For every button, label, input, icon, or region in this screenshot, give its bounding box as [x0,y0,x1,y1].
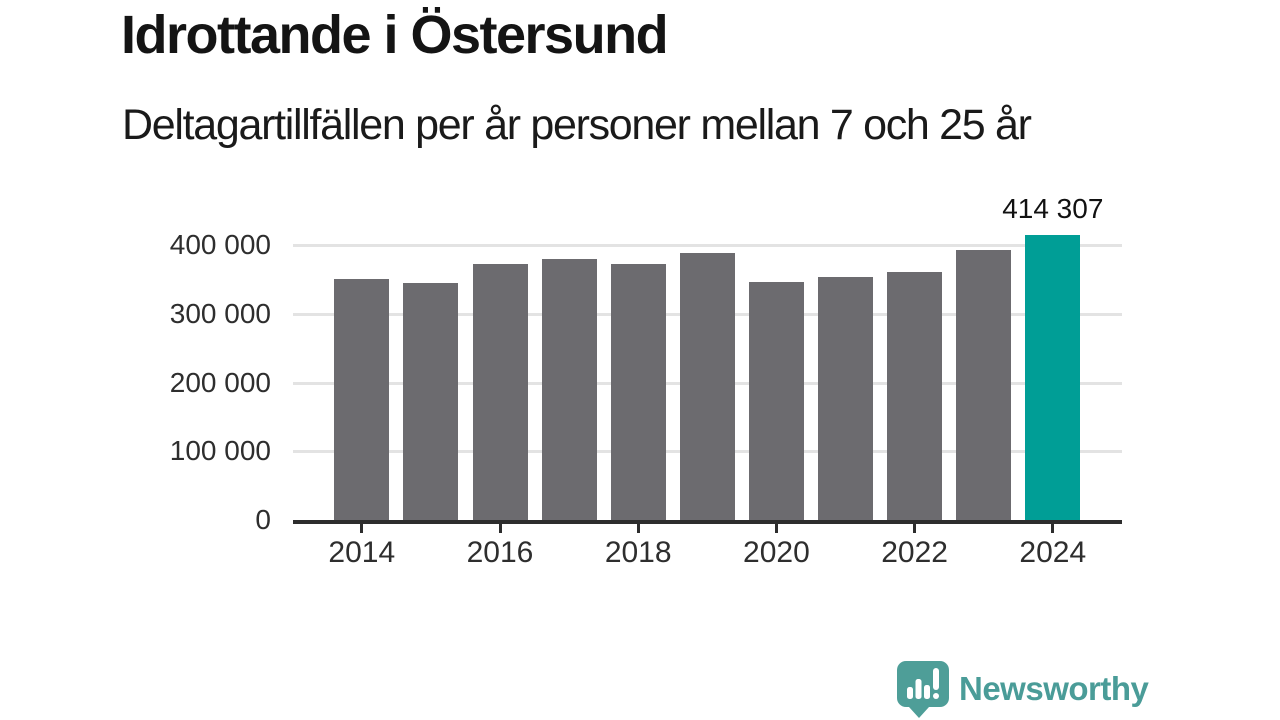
x-tick-2018 [636,524,640,533]
x-tick-2022 [913,524,917,533]
y-axis-label-300000: 300 000 [169,297,271,329]
y-axis-label-200000: 200 000 [169,366,271,398]
brand-name: Newsworthy [959,669,1149,707]
x-tick-2014 [360,524,364,533]
x-axis-label-2020: 2020 [743,536,810,569]
x-axis-label-2016: 2016 [466,536,534,569]
bar-2019 [679,253,735,520]
bar-2016 [472,264,528,520]
x-axis-label-2024: 2024 [1019,536,1087,569]
bar-2017 [541,259,597,520]
x-axis-line [293,520,1122,524]
bar-2023 [956,249,1012,520]
x-tick-2016 [498,524,502,533]
bar-2022 [887,271,943,520]
bar-chart-speech-bubble-icon [897,661,949,718]
bar-2021 [818,277,873,520]
highlight-value-label: 414 307 [1002,193,1104,225]
bar-2018 [610,263,666,520]
gridline-400000 [293,244,1122,247]
brand-footer: Newsworthy [895,659,1149,718]
y-axis-label-100000: 100 000 [169,435,271,467]
x-axis-label-2022: 2022 [881,536,948,569]
x-axis-label-2014: 2014 [328,536,396,569]
x-axis-label-2018: 2018 [604,536,672,569]
y-axis-label-400000: 400 000 [169,229,271,260]
chart-subtitle: Deltagartillfällen per år personer mella… [122,101,1032,149]
bar-2024 [1025,235,1081,520]
chart-title: Idrottande i Östersund [121,5,669,65]
bar-2014 [334,279,390,520]
y-axis-label-0: 0 [255,504,271,535]
x-tick-2020 [774,524,778,533]
bar-2015 [403,282,459,520]
bar-2020 [748,282,804,520]
x-tick-2024 [1051,524,1055,533]
